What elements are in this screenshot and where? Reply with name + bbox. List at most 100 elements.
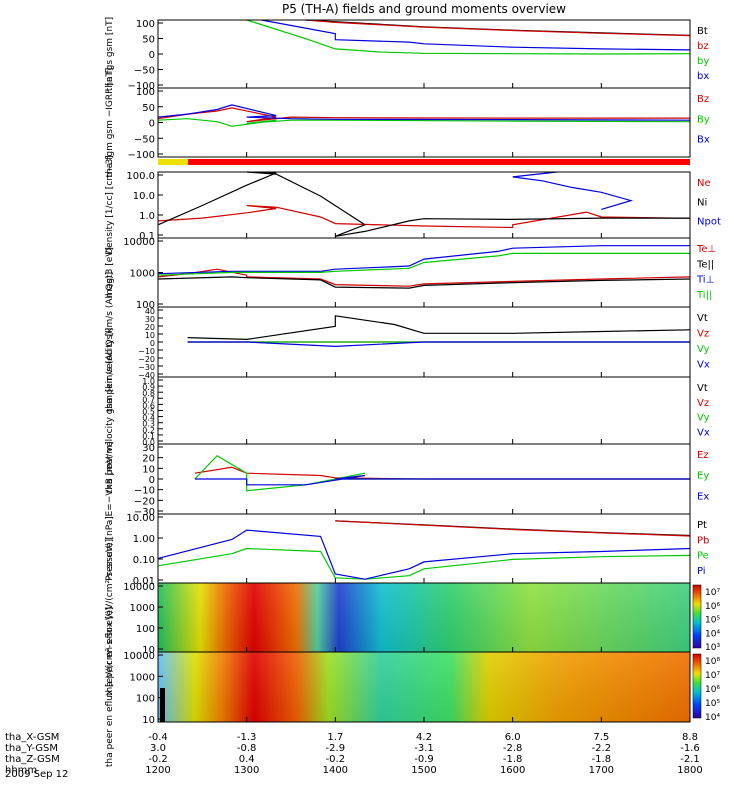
orbit-value: -2.1 [680,754,700,765]
y-axis-label: tha peir en eflux [eV/(cm²-s-sr-eV)] [105,539,115,696]
legend-Vt: Vt [697,383,708,394]
y-tick-label: 0.4 [142,414,155,423]
panel-6: Vt Vz Vy Vx 1.00.90.80.70.60.50.40.30.20.10.… [105,328,710,493]
y-tick-label: 1.00 [133,534,155,545]
orbit-row-label: tha_X-GSM [5,732,59,743]
y-tick-label: 1000 [130,672,155,683]
series-Vt [187,315,691,341]
series-Npot [512,171,634,210]
orbit-value: 1800 [677,765,702,776]
legend-Pe: Pe [697,551,709,562]
y-tick-label: 10 [142,715,155,726]
orbit-value: 1200 [145,765,170,776]
legend-by: by [697,56,709,67]
y-tick-label: 10.00 [126,513,155,524]
legend-Bt: Bt [697,26,708,37]
orbit-row-label: hhmm [5,765,37,776]
panel-2: Bz By Bx 100 50 0 −50 −100 tha fgm gsm −IGRF [nT… [105,68,710,178]
series-Ti|| [157,252,690,276]
panel-8: Pt Pb Pe Pi 10.00 1.00 0.10 0.01 Pressure [nPa] [105,513,709,587]
orbit-value: -3.1 [414,743,434,754]
orbit-value: -0.8 [237,743,257,754]
y-axis-label: tha peir velocity [km/s (All Qs)] [105,272,115,412]
panel-1: Bt bz by bx 100 50 0 −50 −100 tha fgs gsm [nT] [105,17,709,92]
y-tick-label: 0.01 [133,576,155,587]
series-Pi [157,529,691,580]
y-tick-label: −50 [134,134,155,145]
y-tick-label: 30 [142,443,155,454]
legend-Te||: Te|| [696,259,714,270]
legend-Vz: Vz [697,398,709,409]
series-Te⊥ [157,268,691,287]
series-Ez [194,466,690,480]
y-tick-label: 0.8 [142,389,155,398]
y-tick-label: 0.0 [142,438,155,447]
series-Te|| [157,276,691,289]
series-Bz [157,107,690,123]
y-tick-label: 100.0 [126,171,155,182]
y-tick-label: 0.2 [142,426,155,435]
y-tick-label: 100 [136,300,155,311]
orbit-value: -1.6 [680,743,700,754]
legend-Vx: Vx [697,360,710,371]
y-tick-label: 0 [149,475,155,486]
orbit-value: 1700 [589,765,614,776]
y-tick-label: 10 [142,645,155,656]
colorbar-label: 10⁷ [705,588,720,598]
panel-3: Ne Ni Npot 100.0 10.0 1.0 0.1 Density [1/cc] [c… [105,155,721,255]
y-tick-label: 0 [149,119,155,130]
y-tick-label: 30 [145,315,155,324]
y-tick-label: 100 [136,624,155,635]
orbit-row-label: tha_Y-GSM [5,743,58,754]
orbit-value: 8.8 [682,732,698,743]
y-tick-label: 1.0 [139,211,155,222]
orbit-value: -0.4 [148,732,168,743]
y-tick-label: −40 [138,371,155,380]
orbit-value: 6.0 [505,732,521,743]
y-tick-label: −20 [134,496,155,507]
y-axis-label: tha fgm gsm −IGRF [nT] [105,68,115,178]
orbit-value: 1400 [323,765,348,776]
y-tick-label: 100 [136,694,155,705]
orbit-value: 1300 [234,765,259,776]
y-tick-label: −100 [128,81,155,92]
legend-Ni: Ni [697,197,707,208]
legend-Ne: Ne [697,178,711,189]
y-tick-label: 0.6 [142,401,155,410]
orbit-value: 0.4 [239,754,255,765]
orbit-value: 1500 [411,765,436,776]
series-Ey [194,454,690,492]
flag-yellow [158,159,188,165]
date-label: 2009 Sep 12 [5,769,68,780]
orbit-value: -1.8 [503,754,523,765]
panel-4: Te⊥ Te|| Ti⊥ Ti|| 10000 1000 100 magt3 [eV] [105,237,716,311]
y-tick-label: 0.7 [142,395,155,404]
y-tick-label: 0 [150,339,155,348]
orbit-value: 4.2 [416,732,432,743]
y-tick-label: 100 [136,87,155,98]
y-tick-label: 10 [142,464,155,475]
series-Bt [305,19,691,36]
orbit-value: 1.7 [327,732,343,743]
legend-Te⊥: Te⊥ [696,244,716,255]
colorbar-label: 10⁵ [705,699,720,709]
series-bz [305,19,691,37]
orbit-value: -2.2 [592,743,612,754]
orbit-value: -0.2 [326,754,346,765]
legend-Ti||: Ti|| [696,290,712,301]
y-axis-label: Density [1/cc] [cm−3] [105,155,115,255]
panel-9: 10⁷ 10⁶ 10⁵ 10⁴ 10³ 10000 1000 100 10 tha peir en… [105,539,720,696]
legend-Pt: Pt [697,520,707,531]
orbit-value: -0.9 [414,754,434,765]
orbit-value: 1600 [500,765,525,776]
series-by [246,19,691,55]
series-Ex [194,474,690,486]
series-Ni [157,171,690,237]
legend-Vx: Vx [697,427,710,438]
y-tick-label: 0.1 [139,231,155,242]
colorbar-label: 10⁶ [705,685,720,695]
y-tick-label: 1000 [130,269,155,280]
legend-Ey: Ey [697,471,709,482]
series-Pb [335,520,691,537]
